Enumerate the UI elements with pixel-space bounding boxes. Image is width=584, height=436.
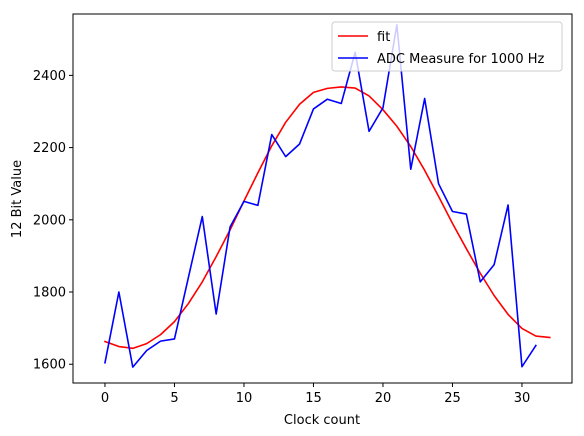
x-axis: 0 5 10 15 20 25 30 — [101, 383, 530, 406]
x-tick-label: 0 — [101, 391, 109, 406]
y-axis-label: 12 Bit Value — [10, 160, 25, 238]
x-tick-label: 5 — [170, 391, 178, 406]
legend-box — [331, 21, 563, 72]
x-tick-label: 30 — [514, 391, 531, 406]
legend-label-fit: fit — [377, 30, 390, 45]
x-tick-label: 25 — [444, 391, 461, 406]
x-axis-label: Clock count — [284, 413, 360, 428]
x-tick-label: 20 — [375, 391, 392, 406]
y-tick-label: 1600 — [33, 358, 66, 373]
y-tick-label: 2200 — [33, 141, 66, 156]
y-tick-label: 1800 — [33, 286, 66, 301]
x-tick-label: 15 — [305, 391, 322, 406]
legend-label-adc-measure: ADC Measure for 1000 Hz — [377, 52, 544, 67]
legend: fit ADC Measure for 1000 Hz — [331, 21, 563, 72]
y-tick-label: 2400 — [33, 69, 66, 84]
y-axis: 1600 1800 2000 2200 2400 — [33, 69, 73, 373]
plot-area — [73, 14, 572, 383]
y-tick-label: 2000 — [33, 213, 66, 228]
plot-frame — [72, 13, 573, 384]
x-tick-label: 10 — [236, 391, 253, 406]
series-line-adc-measure — [104, 24, 537, 368]
series-layer — [103, 24, 551, 368]
